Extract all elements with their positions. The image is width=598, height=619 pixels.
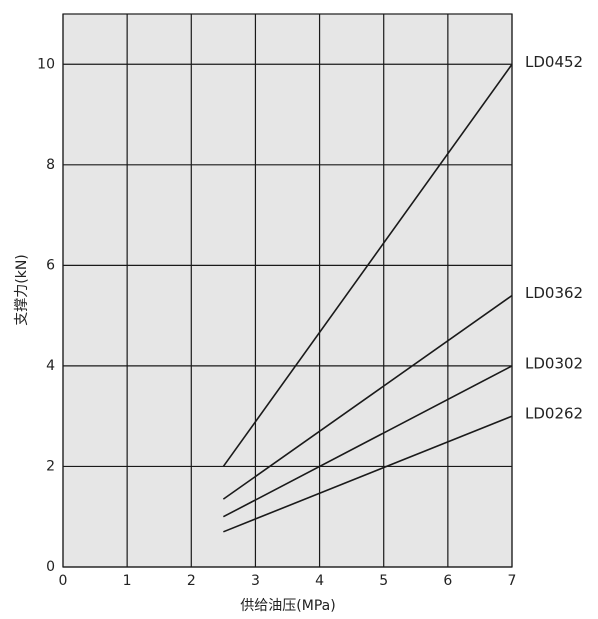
y-tick-label: 4 (46, 358, 55, 374)
x-tick-label: 2 (187, 573, 196, 589)
series-line (222, 63, 513, 467)
series-line (222, 294, 513, 500)
y-tick-label: 10 (37, 56, 55, 72)
plot-area (62, 13, 513, 568)
y-tick-label: 0 (46, 559, 55, 575)
series-label: LD0452 (525, 53, 583, 71)
x-tick-label: 3 (251, 573, 260, 589)
x-tick-label: 6 (443, 573, 452, 589)
y-tick-label: 8 (46, 157, 55, 173)
y-tick-label: 2 (46, 458, 55, 474)
series-label: LD0302 (525, 354, 583, 372)
y-axis-label: 支撑力(kN) (14, 254, 30, 326)
x-tick-label: 1 (123, 573, 132, 589)
x-tick-label: 0 (59, 573, 68, 589)
series-line (222, 365, 513, 518)
x-tick-label: 4 (315, 573, 324, 589)
x-tick-label: 5 (379, 573, 388, 589)
x-axis-label: 供给油压(MPa) (240, 598, 335, 614)
series-label: LD0362 (525, 284, 583, 302)
y-tick-label: 6 (46, 257, 55, 273)
series-line (223, 415, 513, 533)
x-tick-label: 7 (508, 573, 517, 589)
series-label: LD0262 (525, 405, 583, 423)
